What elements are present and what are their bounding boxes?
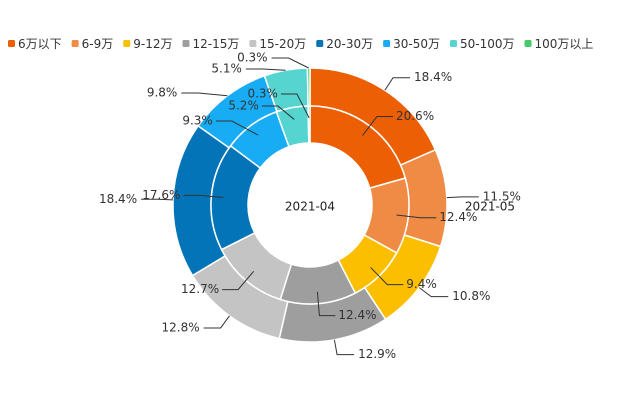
label-text: 9.3% (182, 114, 213, 128)
data-labels: 18.4%11.5%10.8%12.9%12.8%18.4%9.8%5.1%0.… (99, 51, 521, 362)
label-leader-line (370, 267, 404, 286)
label-2021-04-20-30: 17.6% (142, 188, 224, 202)
label-2021-04-100-above: 0.3% (247, 87, 310, 119)
inner-ring-2021-04 (210, 105, 410, 305)
legend-item-100-above[interactable]: 100万以上 (524, 37, 594, 51)
label-leader-line (271, 57, 309, 69)
series-name-inner: 2021-04 (285, 200, 335, 214)
label-2021-04-12-15: 12.4% (316, 291, 377, 322)
legend-swatch (524, 40, 532, 47)
legend-label: 6-9万 (82, 37, 114, 51)
legend-swatch (249, 40, 257, 47)
legend-swatch (71, 40, 79, 47)
legend-item-15-20[interactable]: 15-20万 (249, 37, 306, 51)
label-2021-05-6-9: 11.5% (446, 189, 521, 203)
label-leader-line (418, 287, 449, 298)
outer-ring-2021-05 (172, 67, 448, 343)
legend-item-12-15[interactable]: 12-15万 (182, 37, 240, 51)
label-text: 17.6% (142, 188, 180, 202)
legend-label: 6万以下 (18, 37, 62, 51)
label-2021-04-9-12: 9.4% (370, 267, 437, 291)
label-leader-line (396, 214, 437, 219)
legend: 6万以下 6-9万 9-12万 12-15万 15-20万 20-30万 30-50万 50-… (8, 37, 593, 51)
label-text: 9.4% (406, 277, 437, 291)
label-2021-05-9-12: 10.8% (418, 287, 490, 303)
slice-2021-05-100-above[interactable] (306, 67, 311, 107)
label-2021-05-6-below: 18.4% (384, 70, 452, 91)
label-2021-04-30-50: 9.3% (182, 114, 259, 136)
legend-swatch (8, 40, 15, 47)
legend-swatch (123, 40, 131, 47)
label-leader-line (280, 93, 310, 119)
label-2021-05-100-above: 0.3% (237, 51, 309, 69)
legend-label: 20-30万 (326, 37, 373, 51)
label-2021-05-30-50: 9.8% (147, 86, 228, 100)
label-2021-05-12-15: 12.9% (333, 339, 396, 361)
legend-item-9-12[interactable]: 9-12万 (123, 37, 173, 51)
label-leader-line (181, 92, 228, 97)
label-2021-05-15-20: 12.8% (162, 315, 230, 334)
label-text: 18.4% (99, 192, 137, 206)
legend-label: 30-50万 (393, 37, 440, 51)
legend-label: 15-20万 (259, 37, 306, 51)
label-text: 12.9% (358, 347, 396, 361)
legend-swatch (383, 40, 391, 47)
legend-label: 50-100万 (460, 37, 515, 51)
legend-item-30-50[interactable]: 30-50万 (383, 37, 440, 51)
label-2021-04-15-20: 12.7% (181, 270, 255, 296)
slice-2021-04-100-above[interactable] (307, 105, 311, 144)
label-text: 12.4% (439, 210, 477, 224)
legend-label: 9-12万 (133, 37, 172, 51)
label-text: 5.2% (228, 99, 259, 113)
legend-swatch (182, 40, 190, 47)
label-leader-line (222, 270, 255, 291)
label-leader-line (333, 339, 355, 356)
label-leader-line (384, 77, 411, 91)
label-2021-04-6-9: 12.4% (396, 210, 477, 224)
label-text: 12.8% (162, 320, 200, 334)
series-names: 2021-04 2021-05 (285, 200, 515, 214)
label-leader-line (316, 291, 336, 317)
label-text: 11.5% (483, 189, 521, 203)
legend-item-20-30[interactable]: 20-30万 (316, 37, 373, 51)
legend-swatch (450, 40, 457, 47)
label-leader-line (141, 198, 174, 201)
label-text: 9.8% (147, 86, 178, 100)
label-2021-04-6-below: 20.6% (362, 109, 434, 136)
label-leader-line (362, 115, 393, 136)
label-2021-05-20-30: 18.4% (99, 192, 174, 206)
label-text: 0.3% (237, 51, 268, 65)
label-text: 12.7% (181, 282, 219, 296)
label-leader-line (261, 105, 295, 120)
label-text: 0.3% (247, 87, 278, 101)
legend-swatch (316, 40, 324, 47)
label-leader-line (215, 120, 259, 136)
label-text: 10.8% (452, 289, 490, 303)
label-leader-line (245, 68, 286, 71)
label-2021-04-50-100: 5.2% (228, 99, 295, 120)
label-text: 5.1% (211, 62, 242, 76)
label-leader-line (183, 194, 224, 198)
legend-label: 100万以上 (535, 37, 594, 51)
label-2021-05-50-100: 5.1% (211, 62, 286, 76)
legend-item-6-9[interactable]: 6-9万 (71, 37, 114, 51)
label-leader-line (446, 196, 479, 199)
label-leader-line (203, 315, 230, 329)
series-name-outer: 2021-05 (465, 200, 515, 214)
label-text: 18.4% (414, 70, 452, 84)
label-text: 20.6% (396, 109, 434, 123)
legend-item-50-100[interactable]: 50-100万 (450, 37, 515, 51)
legend-item-6-below[interactable]: 6万以下 (8, 37, 62, 51)
legend-label: 12-15万 (193, 37, 240, 51)
label-text: 12.4% (338, 308, 376, 322)
